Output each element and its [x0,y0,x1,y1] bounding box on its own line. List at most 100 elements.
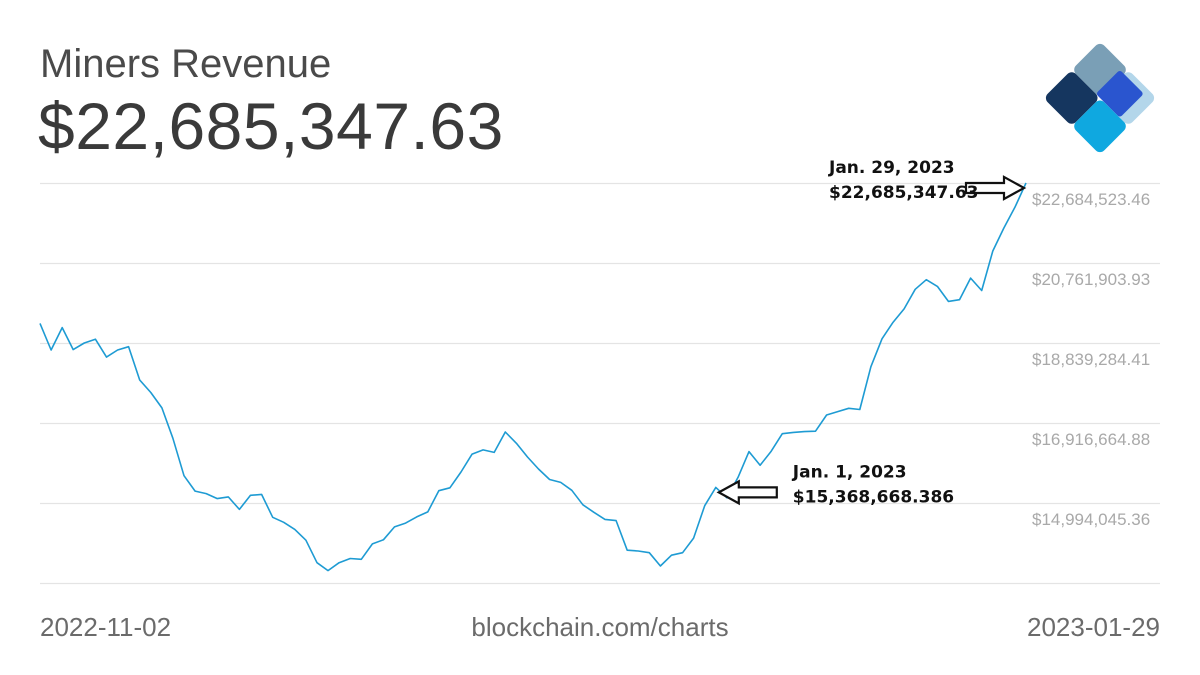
data-point [293,527,297,531]
y-tick-label: $18,839,284.41 [1032,350,1150,369]
chart-title: Miners Revenue [40,42,332,86]
data-point [958,298,962,302]
data-point [381,538,385,542]
data-point [991,249,995,253]
annotation-arrow [716,479,778,506]
data-points [38,181,1028,573]
data-point [869,365,873,369]
data-point [60,326,64,330]
data-point [393,525,397,529]
data-point [426,510,430,514]
data-point [93,337,97,341]
y-axis-ticks: $22,684,523.46 $20,761,903.93 $18,839,284.… [1032,190,1150,529]
data-point [703,504,707,508]
data-point [248,493,252,497]
y-tick-label: $14,994,045.36 [1032,510,1150,529]
data-point [1002,226,1006,230]
data-point [935,284,939,288]
data-point [747,450,751,454]
data-point [802,430,806,434]
logo-tile-bottom [1074,100,1126,153]
data-point [116,348,120,352]
data-point [825,413,829,417]
y-tick-label: $22,684,523.46 [1032,190,1150,209]
data-point [503,430,507,434]
data-point [237,507,241,511]
gridlines [40,182,1160,585]
data-point [149,390,153,394]
data-point [49,348,53,352]
data-point [669,553,673,557]
data-point [647,551,651,555]
data-point [82,341,86,345]
data-point [204,492,208,496]
data-point [437,489,441,493]
data-point [969,276,973,280]
data-point [736,475,740,479]
data-point [658,564,662,568]
annotation-arrow [964,175,1027,201]
data-point [104,355,108,359]
data-point [370,542,374,546]
data-point [404,521,408,525]
data-point [260,492,264,496]
data-point [592,510,596,514]
data-point [891,320,895,324]
source-link[interactable]: blockchain.com/charts [471,612,729,642]
data-point [636,549,640,553]
data-point [769,449,773,453]
data-point [182,474,186,478]
data-point [226,495,230,499]
data-point [570,488,574,492]
y-tick-label: $16,916,664.88 [1032,430,1150,449]
data-point [836,410,840,414]
data-point [625,548,629,552]
data-point [758,463,762,467]
data-point [603,517,607,521]
data-point [714,485,718,489]
data-point [315,561,319,565]
data-point [780,432,784,436]
logo-tile-center [1097,70,1143,117]
data-point [348,557,352,561]
data-point [548,477,552,481]
blockchain-diamond-icon [1045,43,1155,153]
data-point [470,452,474,456]
data-point [537,467,541,471]
data-point [946,299,950,303]
data-point [913,287,917,291]
annotation-date: Jan. 1, 2023 [792,462,907,482]
data-point [282,520,286,524]
data-point [814,429,818,433]
data-point [525,455,529,459]
data-point [138,378,142,382]
logo-tile-left [1045,72,1098,124]
data-point [481,448,485,452]
data-point [415,515,419,519]
data-point [38,321,42,325]
data-point [581,503,585,507]
series-line-miners-revenue [39,182,1027,572]
data-point [924,278,928,282]
x-axis-end-label: 2023-01-29 [1027,612,1160,642]
data-point [326,569,330,573]
data-point [359,557,363,561]
data-point [71,348,75,352]
data-point [559,480,563,484]
data-point [880,337,884,341]
data-point [492,450,496,454]
data-point [160,406,164,410]
data-point [514,441,518,445]
data-point [614,519,618,523]
data-point [681,551,685,555]
current-value: $22,685,347.63 [38,89,504,163]
data-point [459,470,463,474]
data-point [847,406,851,410]
data-point [127,345,131,349]
data-point [791,430,795,434]
data-point [858,408,862,412]
annotations: Jan. 29, 2023 $22,685,347.63 Jan. 1, 2023 $… [716,158,1027,507]
data-point [1013,205,1017,209]
data-point [692,536,696,540]
